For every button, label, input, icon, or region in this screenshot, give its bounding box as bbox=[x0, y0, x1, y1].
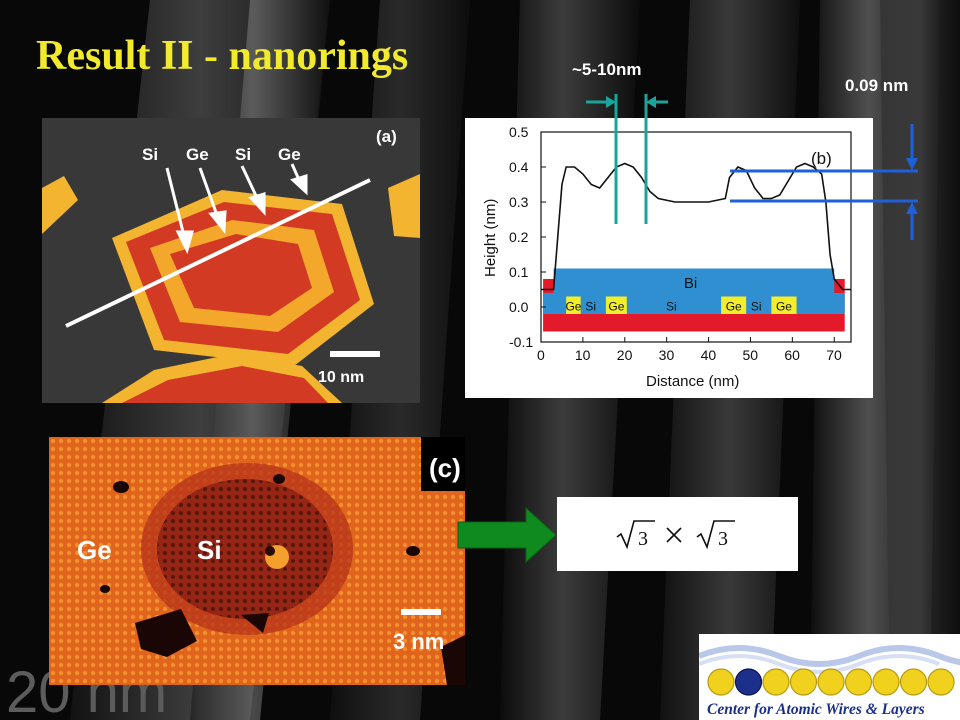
height-marker-lines bbox=[730, 124, 918, 240]
layer-segment bbox=[746, 296, 772, 314]
layer-segment bbox=[771, 296, 797, 314]
panel-c-label-si: Si bbox=[197, 535, 222, 565]
x-tick-label: 60 bbox=[784, 347, 800, 363]
logo-atom bbox=[872, 668, 900, 696]
x-tick-label: 10 bbox=[575, 347, 591, 363]
layer-label: Si bbox=[751, 300, 762, 314]
logo-text: Center for Atomic Wires & Layers bbox=[707, 701, 925, 718]
height-annotation: 0.09 nm bbox=[845, 76, 909, 95]
bi-layer bbox=[553, 268, 835, 293]
layer-label: Si bbox=[585, 300, 596, 314]
layer-segment bbox=[580, 296, 606, 314]
panel-b-panel-label: (b) bbox=[811, 149, 832, 168]
layer-label: Ge bbox=[608, 300, 624, 314]
reconstruction-formula-box: 3 3 bbox=[557, 497, 798, 571]
width-marker-lines bbox=[586, 94, 668, 224]
x-axis-label: Distance (nm) bbox=[646, 373, 739, 390]
panel-a-stm-image: Si Ge Si Ge (a) 10 nm bbox=[42, 118, 420, 403]
logo-atom bbox=[817, 668, 845, 696]
height-profile-line bbox=[541, 162, 851, 291]
y-tick-label: 0.0 bbox=[509, 299, 529, 315]
panel-c-stm-image: (c) Ge Si 3 nm bbox=[49, 437, 465, 685]
layer-segment bbox=[605, 296, 627, 314]
bi-layer-label: Bi bbox=[684, 275, 697, 292]
panel-a-label-ge-2: Ge bbox=[278, 145, 301, 164]
logo-atom bbox=[927, 668, 955, 696]
logo-atom bbox=[899, 668, 928, 696]
x-tick-label: 50 bbox=[742, 347, 758, 363]
layer-segment bbox=[721, 296, 747, 314]
layer-label: Ge bbox=[776, 300, 792, 314]
layer-label: Ge bbox=[726, 300, 742, 314]
x-tick-label: 30 bbox=[659, 347, 675, 363]
panel-c-scale-label: 3 nm bbox=[393, 629, 444, 654]
layer-segment bbox=[626, 296, 722, 314]
panel-c-panel-label: (c) bbox=[429, 453, 461, 483]
panel-c-label-ge: Ge bbox=[77, 535, 112, 565]
layer-label: Si bbox=[666, 300, 677, 314]
x-tick-label: 70 bbox=[826, 347, 842, 363]
y-tick-label: 0.3 bbox=[509, 194, 529, 210]
panel-a-label-ge-1: Ge bbox=[186, 145, 209, 164]
logo-atom bbox=[734, 668, 763, 696]
panel-a-label-si-1: Si bbox=[142, 145, 158, 164]
y-tick-label: 0.2 bbox=[509, 229, 529, 245]
panel-a-panel-label: (a) bbox=[376, 127, 397, 146]
logo-atom bbox=[707, 668, 735, 696]
green-arrow bbox=[457, 506, 557, 564]
center-logo: Center for Atomic Wires & Layers bbox=[699, 634, 960, 720]
y-tick-label: 0.1 bbox=[509, 264, 529, 280]
panel-a-label-si-2: Si bbox=[235, 145, 251, 164]
layer-label: Ge bbox=[565, 300, 581, 314]
width-annotation: ~5-10nm bbox=[572, 60, 642, 79]
x-tick-label: 20 bbox=[617, 347, 633, 363]
logo-atom bbox=[762, 668, 790, 696]
panel-b-profile-chart: Bi Ge Si Ge Si Ge Si Ge 0 10 20 30 40 50 60 70 -0.1 0.0 0.… bbox=[465, 118, 873, 398]
y-tick-label: 0.5 bbox=[509, 124, 529, 140]
x-tick-label: 40 bbox=[701, 347, 717, 363]
y-tick-label: -0.1 bbox=[509, 334, 533, 350]
svg-text:3: 3 bbox=[718, 528, 728, 550]
svg-text:3: 3 bbox=[638, 528, 648, 550]
x-tick-label: 0 bbox=[537, 347, 545, 363]
logo-atom bbox=[844, 668, 873, 696]
panel-a-scale-label: 10 nm bbox=[318, 369, 364, 386]
logo-atom bbox=[789, 668, 818, 696]
layer-segment bbox=[566, 296, 581, 314]
y-tick-label: 0.4 bbox=[509, 159, 529, 175]
slide-title: Result II - nanorings bbox=[36, 33, 409, 79]
y-axis-label: Height (nm) bbox=[482, 199, 499, 277]
